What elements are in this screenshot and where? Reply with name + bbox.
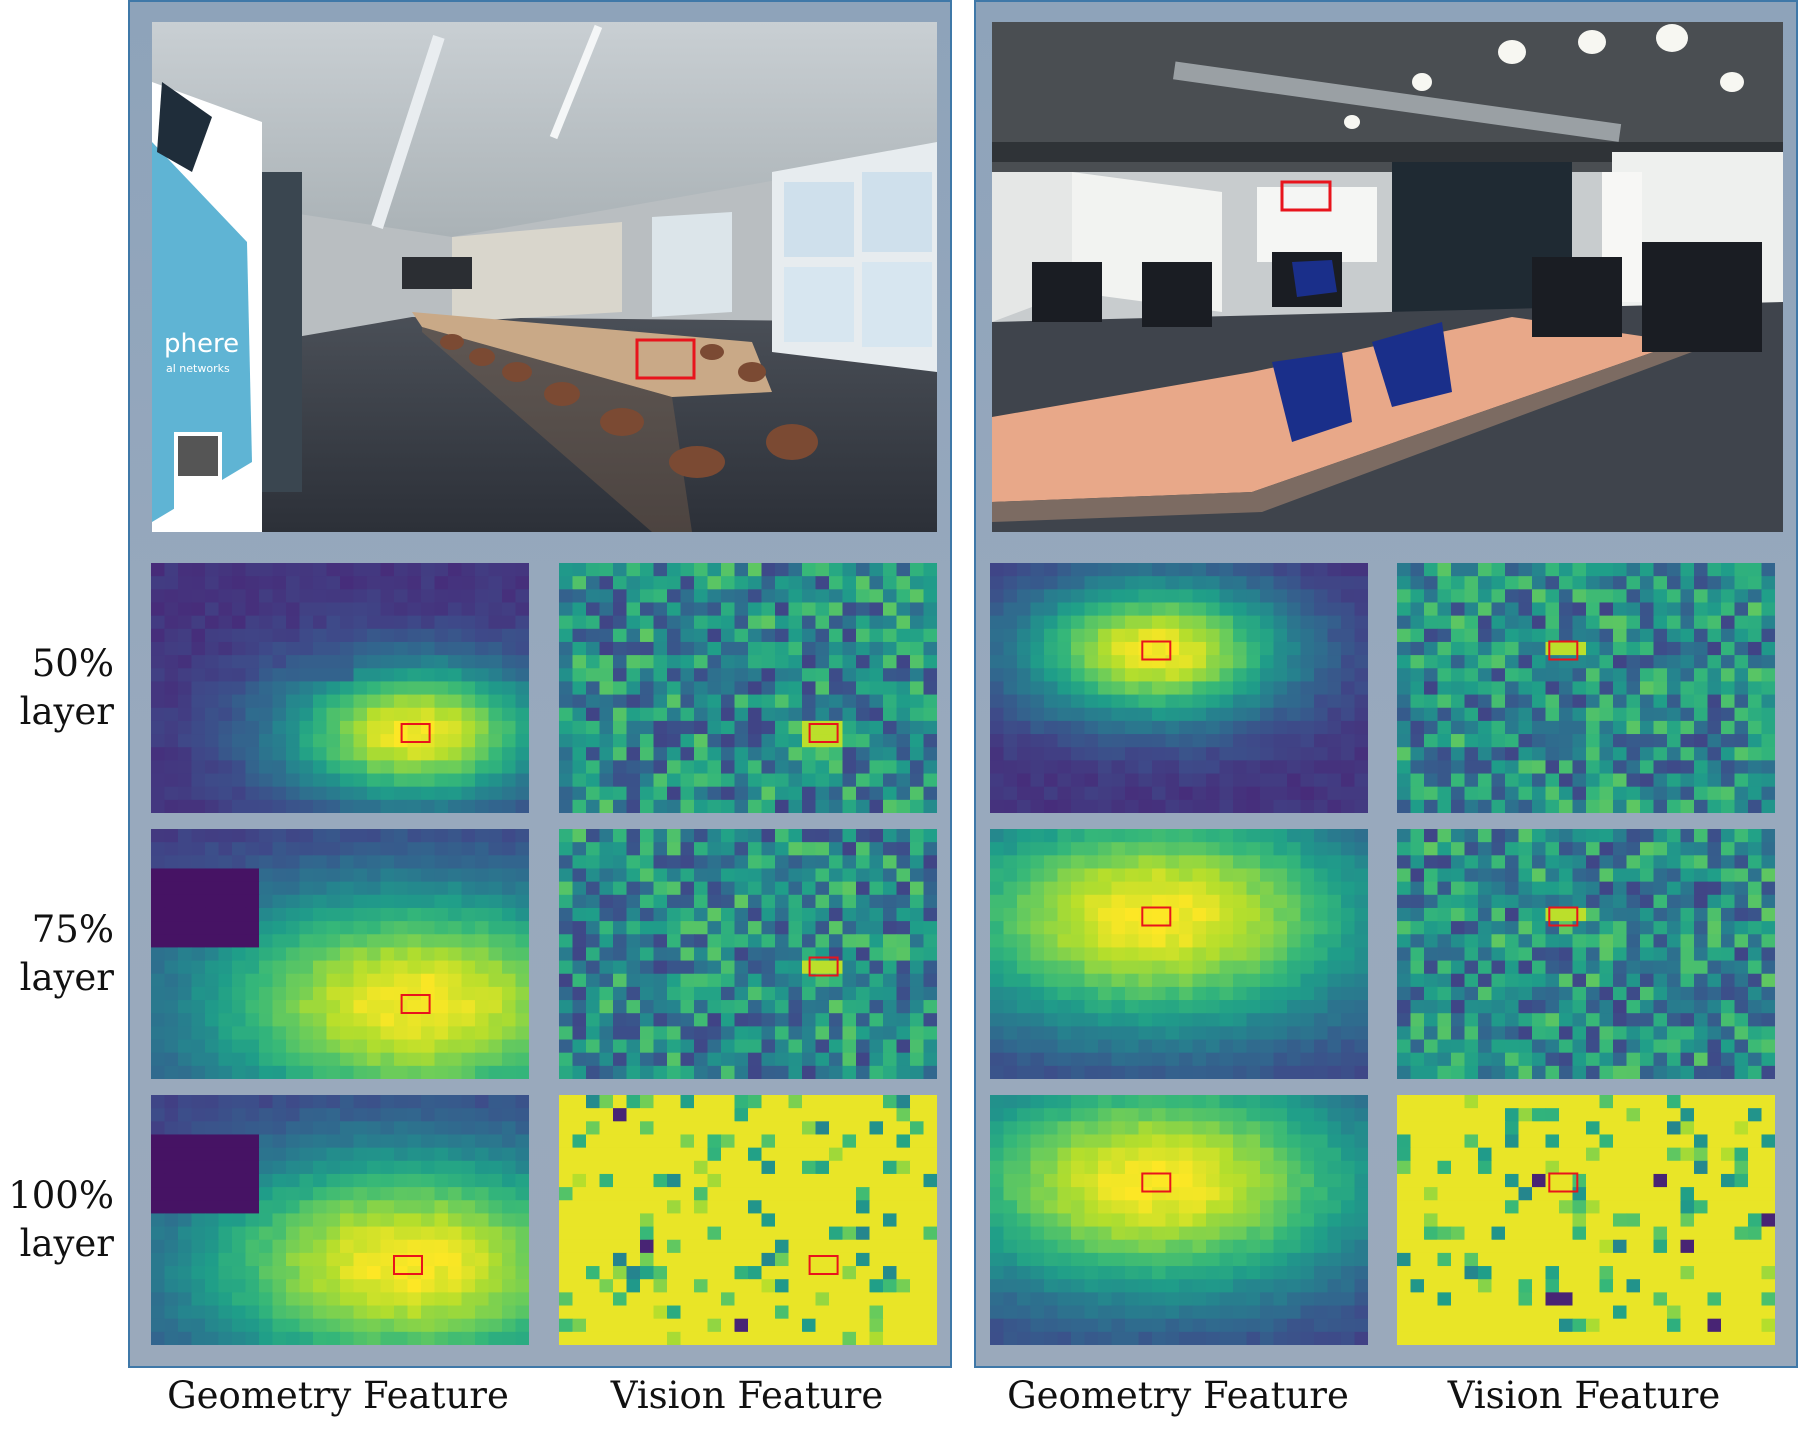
vision-heatmap-75-left xyxy=(559,829,937,1079)
query-box-marker xyxy=(1141,906,1172,927)
vision-heatmap-50-left xyxy=(559,563,937,813)
vision-heatmap-100-left xyxy=(559,1095,937,1345)
query-box-marker xyxy=(393,1255,423,1275)
query-box-marker xyxy=(1548,1172,1579,1193)
scene-panel-left: phere al networks xyxy=(128,0,952,1368)
query-box-marker xyxy=(1548,906,1579,927)
query-box-marker xyxy=(1548,640,1579,661)
query-box-marker xyxy=(400,994,431,1014)
geometry-heatmap-50-left xyxy=(151,563,529,813)
scene-photo-right xyxy=(992,22,1783,532)
geometry-heatmap-100-left xyxy=(151,1095,529,1345)
query-box-marker xyxy=(400,723,431,743)
scene-photo-left: phere al networks xyxy=(152,22,937,532)
vision-heatmap-100-right xyxy=(1397,1095,1775,1345)
geometry-heatmap-100-right xyxy=(990,1095,1368,1345)
query-box-marker xyxy=(808,956,839,977)
col-label-geometry-left: Geometry Feature xyxy=(167,1374,509,1417)
row-label-75-layer: layer xyxy=(19,956,114,999)
query-box-marker xyxy=(808,1255,839,1275)
row-label-100-pct: 100% xyxy=(8,1174,114,1217)
query-box-right xyxy=(1280,180,1332,212)
query-box-marker xyxy=(1141,640,1172,661)
col-label-vision-right: Vision Feature xyxy=(1447,1374,1721,1417)
row-label-100-layer: layer xyxy=(19,1222,114,1265)
geometry-heatmap-75-right xyxy=(990,829,1368,1079)
row-label-75-pct: 75% xyxy=(31,908,114,951)
row-label-100: 100% layer xyxy=(0,1172,114,1268)
geometry-heatmap-50-right xyxy=(990,563,1368,813)
row-label-50-pct: 50% xyxy=(31,642,114,685)
vision-heatmap-50-right xyxy=(1397,563,1775,813)
row-label-75: 75% layer xyxy=(0,906,114,1002)
geometry-heatmap-75-left xyxy=(151,829,529,1079)
query-box-marker xyxy=(808,723,839,743)
banner-brand-text: phere xyxy=(164,329,239,359)
banner-sub-text: al networks xyxy=(166,362,230,375)
col-label-vision-left: Vision Feature xyxy=(610,1374,884,1417)
query-box-marker xyxy=(1141,1172,1172,1193)
query-box-left xyxy=(635,338,696,380)
col-label-geometry-right: Geometry Feature xyxy=(1007,1374,1349,1417)
row-label-50: 50% layer xyxy=(0,640,114,736)
row-label-50-layer: layer xyxy=(19,690,114,733)
vision-heatmap-75-right xyxy=(1397,829,1775,1079)
